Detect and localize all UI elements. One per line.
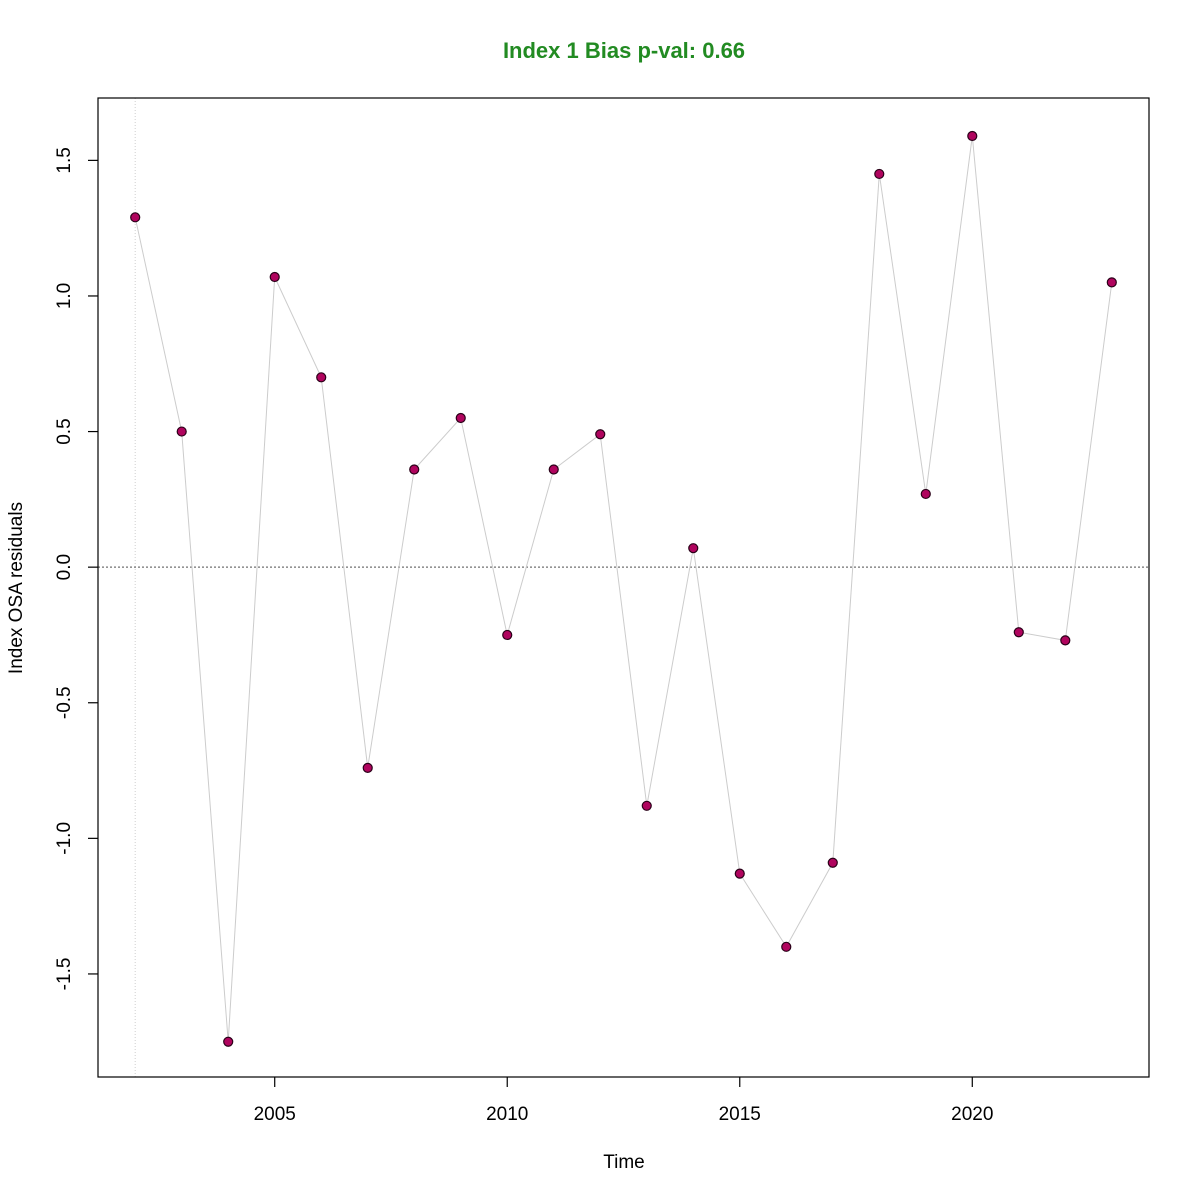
y-axis-label: Index OSA residuals	[6, 502, 27, 674]
data-point	[874, 168, 885, 180]
data-point	[734, 868, 745, 879]
data-point	[316, 372, 327, 383]
data-point	[223, 1036, 234, 1047]
data-point	[1013, 627, 1024, 638]
data-point	[688, 543, 699, 554]
data-point	[502, 629, 513, 641]
y-tick-label: 0.0	[54, 554, 75, 580]
data-point	[130, 212, 141, 223]
chart-title: Index 1 Bias p-val: 0.66	[503, 38, 745, 63]
plot-area	[98, 98, 1149, 1077]
data-point	[595, 429, 606, 440]
y-tick-label: 1.5	[54, 147, 75, 173]
y-tick-label: -1.5	[54, 958, 75, 991]
data-point	[1106, 277, 1117, 288]
data-point	[548, 464, 559, 475]
data-point	[455, 412, 466, 424]
y-tick-label: -0.5	[54, 686, 75, 719]
data-point	[967, 130, 978, 142]
x-tick-label: 2010	[486, 1104, 528, 1125]
x-tick-label: 2005	[254, 1104, 296, 1125]
x-axis: 2005 2010 2015 2020	[254, 1077, 993, 1125]
data-point	[641, 800, 652, 811]
data-point	[176, 426, 187, 437]
y-axis: -1.5 -1.0 -0.5 0.0 0.5 1.0 1.5	[54, 147, 98, 990]
data-point	[409, 464, 420, 475]
data-point	[269, 271, 280, 283]
plot-frame	[97, 97, 1150, 1078]
data-point	[362, 762, 373, 773]
data-point	[1060, 635, 1071, 646]
series-line	[134, 135, 1113, 1042]
y-tick-label: 0.5	[54, 418, 75, 444]
data-point	[920, 488, 931, 500]
x-tick-label: 2015	[719, 1104, 761, 1125]
x-tick-label: 2020	[951, 1104, 993, 1125]
data-point	[781, 941, 792, 952]
x-axis-label: Time	[603, 1152, 645, 1173]
data-point	[827, 857, 838, 868]
y-tick-label: -1.0	[54, 822, 75, 855]
y-tick-label: 1.0	[54, 283, 75, 309]
